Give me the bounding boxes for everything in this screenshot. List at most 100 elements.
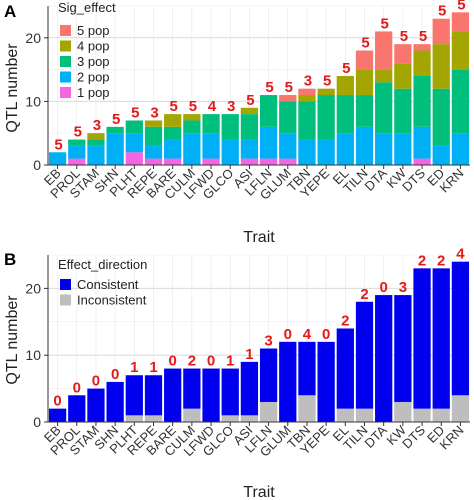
panel-b-bar-kw-series-0 — [394, 401, 412, 422]
panel-b-bar-kw-series-1 — [394, 295, 412, 402]
panel-a-bar-prol-series-0 — [68, 158, 86, 165]
panel-a-legend-swatch — [60, 71, 71, 83]
panel-a-bar-eb-series-1 — [48, 152, 67, 165]
panel-a-bar-shn-series-1 — [106, 133, 124, 165]
panel-a-bar-lfln-series-2 — [259, 95, 278, 127]
panel-a-bar-label: 5 — [381, 15, 389, 32]
panel-a-y-axis-title: QTL number — [4, 43, 21, 133]
panel-b-y-axis-title: QTL number — [4, 295, 21, 385]
panel-a-bar-el-series-1 — [336, 133, 354, 165]
panel-a-bar-dts-series-1 — [413, 126, 431, 159]
panel-a-bar-glco-series-1 — [221, 139, 239, 165]
panel-b-x-ticks: EBPROLSTAMSHNPLHTREPEBARECULMLFWDGLCOASI… — [41, 422, 467, 460]
panel-a-bar-yepe-series-2 — [317, 95, 335, 140]
panel-b-bar-tiln-series-1 — [355, 301, 374, 409]
panel-a-bar-asi-series-0 — [240, 158, 259, 165]
panel-a-bar-asi-series-2 — [240, 114, 259, 140]
panel-a-bar-ed-series-1 — [432, 145, 450, 165]
panel-a-bar-dts-series-2 — [413, 75, 431, 127]
panel-b-bar-label: 0 — [53, 393, 61, 410]
panel-b-bar-krn-series-0 — [451, 395, 470, 422]
panel-a-bar-dta-series-1 — [375, 133, 393, 165]
panel-a-legend-title: Sig_effect — [58, 0, 116, 15]
panel-a-bar-yepe-series-3 — [317, 88, 335, 96]
panel-a-bar-label: 5 — [54, 136, 62, 153]
panel-a-bar-prol-series-1 — [68, 145, 86, 159]
panel-a-bar-label: 3 — [150, 104, 158, 121]
panel-b-bar-label: 4 — [456, 246, 465, 263]
panel-a-bar-lfwd-series-2 — [202, 114, 220, 134]
panel-b-gridlines — [48, 254, 470, 423]
panel-a-bars — [48, 12, 470, 165]
panel-b-bar-ed-series-1 — [432, 268, 450, 409]
panel-b-bar-label: 0 — [73, 379, 81, 396]
panel-b-y-tick-label: 20 — [25, 280, 41, 296]
panel-a-legend-label: 1 pop — [77, 85, 110, 100]
panel-b-bar-label: 2 — [188, 353, 196, 370]
panel-a-legend-label: 2 pop — [77, 70, 110, 85]
panel-b-bar-ed-series-0 — [432, 408, 450, 422]
panel-a-bar-lfln-series-1 — [259, 126, 278, 159]
panel-a-bar-tbn-series-4 — [298, 88, 316, 96]
panel-a-x-tick-label: DTS — [399, 165, 428, 194]
panel-a-legend-swatch — [60, 40, 71, 52]
panel-b-bar-el-series-0 — [336, 408, 354, 422]
panel-a-bar-dts-series-4 — [413, 44, 431, 51]
panel-a-bar-stam-series-3 — [87, 133, 105, 140]
panel-b-axes — [47, 255, 470, 423]
panel-a-bar-kw-series-2 — [394, 88, 412, 134]
panel-a-bar-tiln-series-3 — [355, 69, 374, 96]
panel-a-legend-label: 5 pop — [77, 23, 110, 38]
panel-b-legend-swatch — [60, 279, 71, 290]
panel-b-bar-lfwd-series-1 — [202, 368, 220, 422]
panel-b-x-tick-label: DTS — [399, 422, 428, 451]
panel-a-bar-asi-series-1 — [240, 139, 259, 159]
panel-a-bar-culm-series-3 — [183, 114, 201, 121]
panel-b-bar-label: 1 — [130, 359, 138, 376]
panel-b-bar-label: 1 — [149, 359, 157, 376]
panel-b-bar-repe-series-0 — [144, 415, 163, 422]
panel-a-bar-culm-series-1 — [183, 133, 201, 165]
panel-b-bar-label: 3 — [399, 279, 407, 296]
panel-a-letter: A — [4, 2, 16, 21]
panel-b-bar-prol-series-1 — [68, 395, 86, 422]
panel-a-bar-label: 5 — [361, 35, 369, 52]
panel-a-bar-tiln-series-4 — [355, 50, 374, 70]
panel-b-bar-label: 1 — [245, 346, 253, 363]
panel-b-bar-tbn-series-0 — [298, 395, 316, 422]
panel-b-bar-label: 1 — [226, 353, 234, 370]
panel-a-bar-ed-series-3 — [432, 44, 450, 89]
panel-a-bar-label: 5 — [457, 0, 465, 13]
panel-b-bar-label: 2 — [341, 312, 349, 329]
panel-a-bar-repe-series-2 — [144, 126, 163, 146]
panel-a-bar-glum-series-1 — [279, 133, 297, 159]
panel-a-bar-krn-series-2 — [451, 69, 470, 134]
panel-a-bar-label: 3 — [93, 117, 101, 134]
panel-b-bar-label: 2 — [437, 252, 445, 269]
panel-a-bar-krn-series-1 — [451, 133, 470, 165]
panel-a-bar-bare-series-3 — [164, 114, 182, 127]
panel-a-bar-culm-series-2 — [183, 120, 201, 134]
panel-b-bar-yepe-series-1 — [317, 341, 335, 422]
panel-b-bar-labels: 00 0 0 1 1 0 2 0 1 13 0 4 022 0 32 2 4 — [53, 246, 465, 410]
panel-a-bar-ed-series-2 — [432, 88, 450, 146]
panel-b-bars — [48, 261, 470, 422]
panel-a-bar-label: 4 — [208, 98, 217, 115]
panel-a-bar-tbn-series-1 — [298, 139, 316, 165]
panel-b-bar-label: 0 — [111, 366, 119, 383]
panel-a-bar-dts-series-0 — [413, 158, 431, 165]
panel-a-y-ticks: 0 10 20 — [25, 30, 48, 173]
panel-a-bar-el-series-2 — [336, 95, 354, 134]
panel-a-bar-shn-series-2 — [106, 126, 124, 134]
panel-b-bar-dta-series-1 — [375, 295, 393, 422]
panel-b-bar-dts-series-0 — [413, 408, 431, 422]
panel-b-bar-lfln-series-1 — [259, 348, 278, 402]
panel-a-x-axis-title: Trait — [243, 229, 275, 246]
panel-a-bar-tbn-series-2 — [298, 101, 316, 140]
panel-a-bar-label: 5 — [170, 98, 178, 115]
panel-b-letter: B — [4, 250, 16, 269]
